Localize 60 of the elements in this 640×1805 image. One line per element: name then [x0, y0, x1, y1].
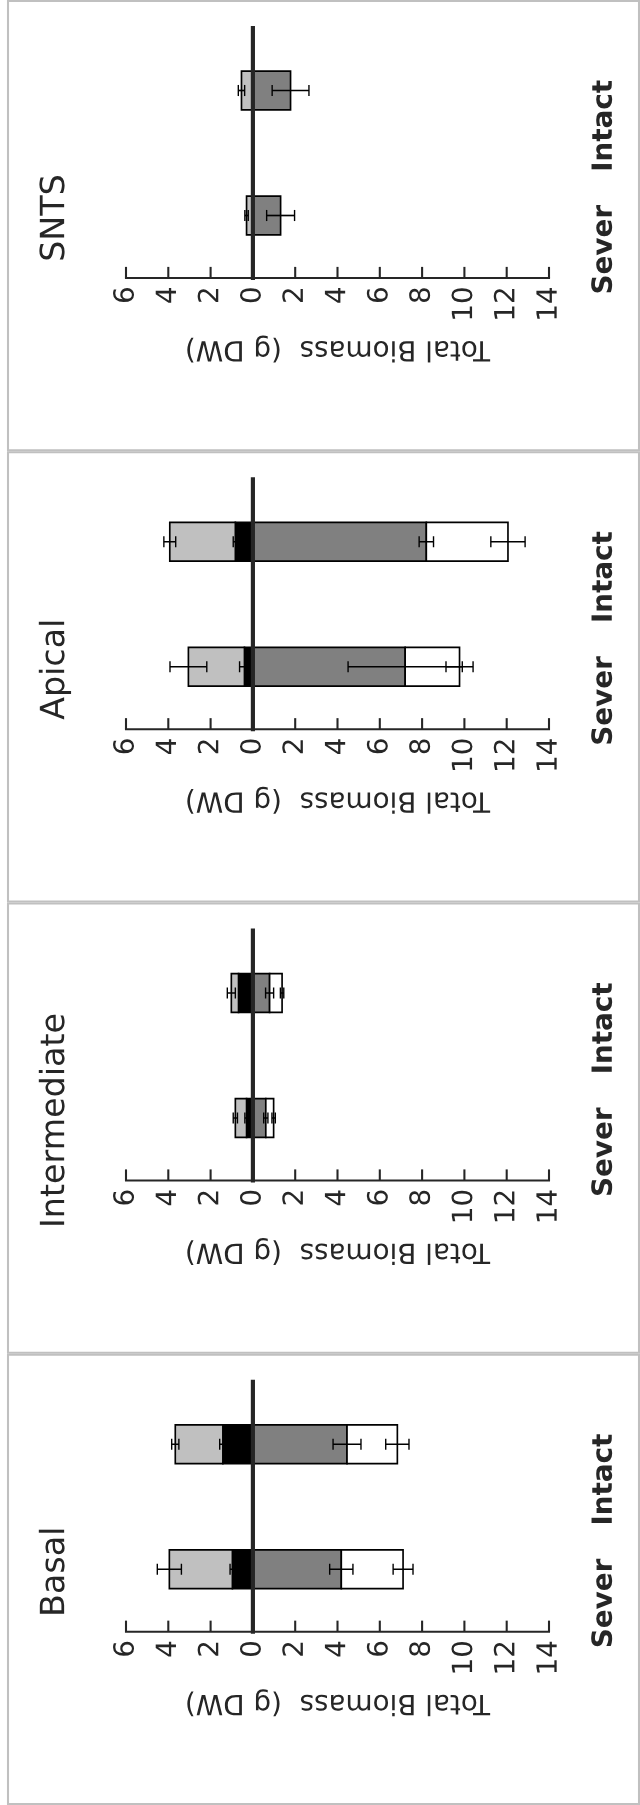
y-tick-label: Sever [591, 205, 613, 293]
x-tick-label: 6 [366, 1641, 388, 1656]
x-tick-label: 2 [282, 1191, 303, 1205]
x-tick-label: 2 [197, 740, 219, 754]
text: SNTS [39, 176, 65, 260]
x-tick-label: 14 [536, 1641, 557, 1673]
x-tick-label: 8 [409, 288, 431, 303]
x-tick-label: 4 [324, 739, 346, 754]
x-tick-label: 12 [493, 1191, 515, 1222]
x-tick-label: 14 [536, 287, 557, 319]
x-tick-label: 4 [324, 1190, 346, 1206]
x-tick-label: 4 [155, 287, 176, 303]
x-tick-label: 4 [324, 1641, 346, 1657]
y-tick-label: Sever [591, 1107, 613, 1195]
x-tick-label: 12 [493, 1642, 515, 1673]
x-tick-label: 6 [366, 739, 388, 754]
x-tick-label: 10 [451, 1190, 473, 1222]
x-tick-label: 12 [493, 289, 515, 319]
x-tick-label: 2 [282, 740, 303, 754]
x-tick-label: 4 [324, 287, 346, 303]
y-tick-label: Intact [591, 80, 613, 170]
x-tick-label: 4 [155, 1641, 176, 1657]
x-tick-label: 14 [536, 739, 557, 770]
x-tick-label: 14 [536, 1190, 557, 1222]
x-tick-label: 4 [155, 1190, 176, 1206]
x-tick-label: 10 [451, 739, 473, 770]
x-tick-label: 0 [239, 288, 261, 303]
x-tick-label: 8 [409, 1641, 431, 1656]
x-tick-label: 6 [113, 1190, 135, 1205]
x-tick-label: 6 [113, 1641, 135, 1656]
text: Intermediate [38, 1014, 65, 1225]
x-tick-label: 2 [282, 1642, 303, 1656]
text: Apical [38, 621, 72, 720]
x-tick-label: 0 [239, 1641, 261, 1656]
x-tick-label: 12 [493, 740, 515, 770]
x-tick-label: 2 [282, 289, 303, 302]
x-tick-label: 6 [113, 739, 135, 754]
x-tick-label: 2 [197, 1642, 219, 1656]
y-tick-label: Sever [591, 1558, 613, 1647]
x-axis-title: Total Biomass (g DW) [187, 1238, 491, 1265]
x-tick-label: 2 [197, 1191, 219, 1205]
x-tick-label: 6 [113, 288, 135, 303]
x-axis-title: Total Biomass (g DW) [187, 335, 491, 363]
y-tick-label: Sever [591, 656, 613, 744]
x-tick-label: 8 [409, 739, 431, 754]
x-tick-label: 4 [155, 739, 176, 754]
y-tick-label: Intact [591, 983, 613, 1072]
x-tick-label: 0 [239, 739, 261, 754]
y-tick-label: Intact [591, 531, 613, 621]
text: Basal [38, 1529, 65, 1614]
x-tick-label: 8 [409, 1190, 431, 1205]
x-tick-label: 6 [366, 288, 388, 303]
x-tick-label: 2 [197, 289, 219, 302]
x-tick-label: 10 [451, 1641, 473, 1673]
x-tick-label: 0 [239, 1190, 261, 1205]
x-axis-title: Total Biomass (g DW) [187, 786, 491, 814]
x-axis-title: Total Biomass (g DW) [187, 1689, 491, 1717]
x-tick-label: 6 [366, 1190, 388, 1205]
y-tick-label: Intact [591, 1434, 613, 1524]
x-tick-label: 10 [451, 288, 473, 319]
